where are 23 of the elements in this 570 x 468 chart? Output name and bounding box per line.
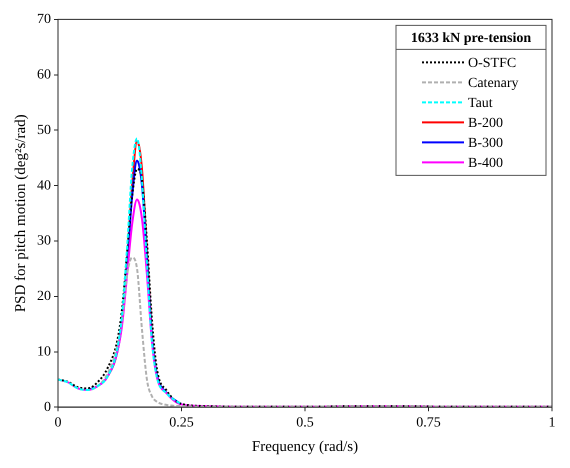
legend-label: Catenary: [468, 76, 519, 92]
legend-label: B-400: [468, 156, 503, 172]
x-tick-label: 0.5: [296, 415, 314, 430]
x-tick-label: 0.25: [169, 415, 194, 430]
x-tick-label: 0: [54, 415, 62, 430]
y-tick-label: 10: [37, 344, 51, 360]
legend-label: B-300: [468, 136, 503, 152]
line-series: [58, 138, 182, 406]
x-tick-label: 1: [548, 415, 556, 430]
x-axis-title: Frequency (rad/s): [252, 438, 358, 455]
y-tick-label: 70: [37, 12, 51, 28]
legend-label: B-200: [468, 116, 503, 132]
x-tick-label: 0.75: [416, 415, 441, 430]
y-tick-label: 40: [37, 178, 51, 194]
y-tick-label: 30: [37, 234, 51, 249]
y-axis-title: PSD for pitch motion (deg²s/rad): [12, 114, 29, 312]
y-tick-label: 0: [44, 400, 51, 415]
y-tick-label: 20: [37, 289, 51, 304]
y-tick-label: 60: [37, 67, 51, 82]
y-tick-label: 50: [37, 122, 51, 138]
legend-label: Taut: [468, 96, 493, 112]
legend-title: 1633 kN pre-tension: [410, 31, 532, 46]
legend-label: O-STFC: [468, 56, 516, 72]
